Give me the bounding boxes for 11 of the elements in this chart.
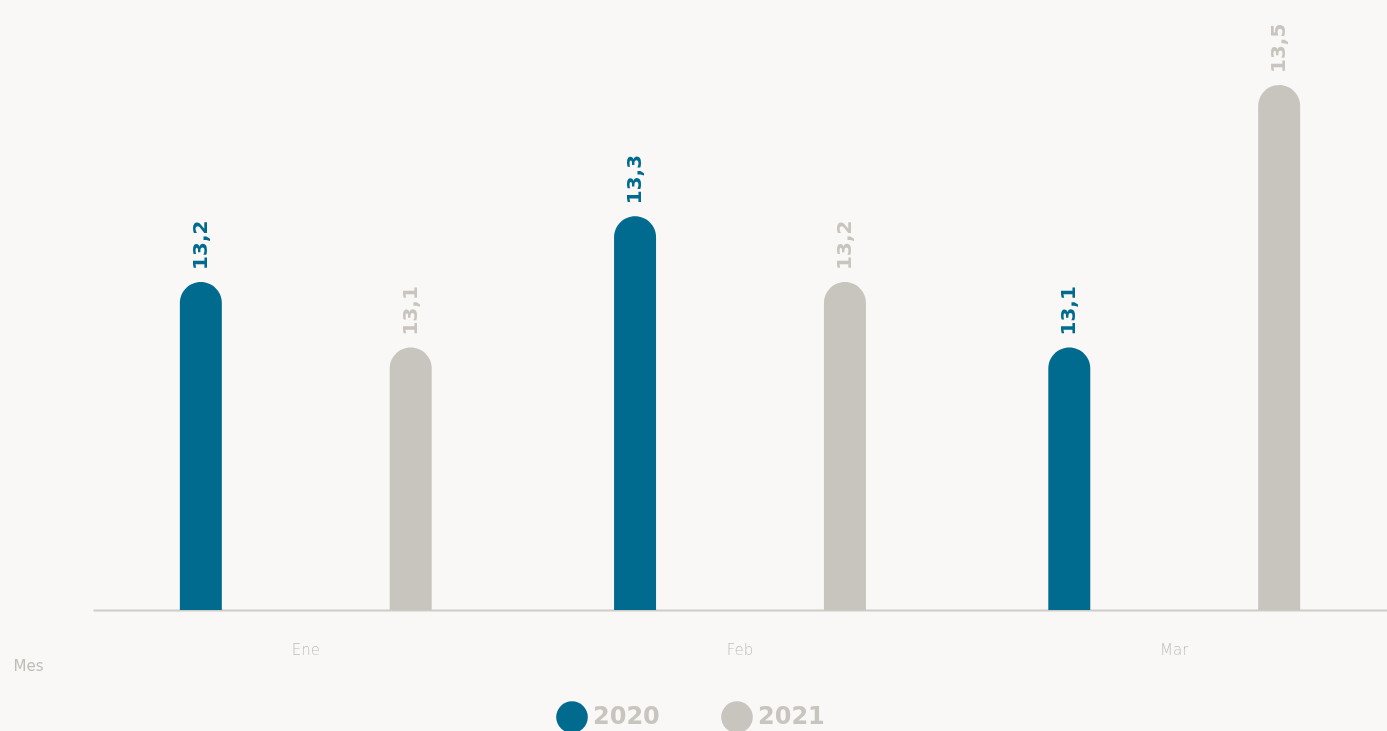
x-tick-label: Ene xyxy=(291,640,320,659)
x-tick-label: Mar xyxy=(1160,640,1190,659)
data-label: 13,5 xyxy=(1266,23,1291,73)
data-label: 13,1 xyxy=(397,286,422,336)
legend-label: 2020 xyxy=(593,702,660,731)
legend-label: 2021 xyxy=(758,702,825,731)
data-label: 13,2 xyxy=(187,220,212,270)
x-axis-title: Mes xyxy=(13,656,44,675)
data-label: 13,1 xyxy=(1056,286,1081,336)
data-label: 13,2 xyxy=(831,220,856,270)
data-label: 13,3 xyxy=(622,154,647,205)
